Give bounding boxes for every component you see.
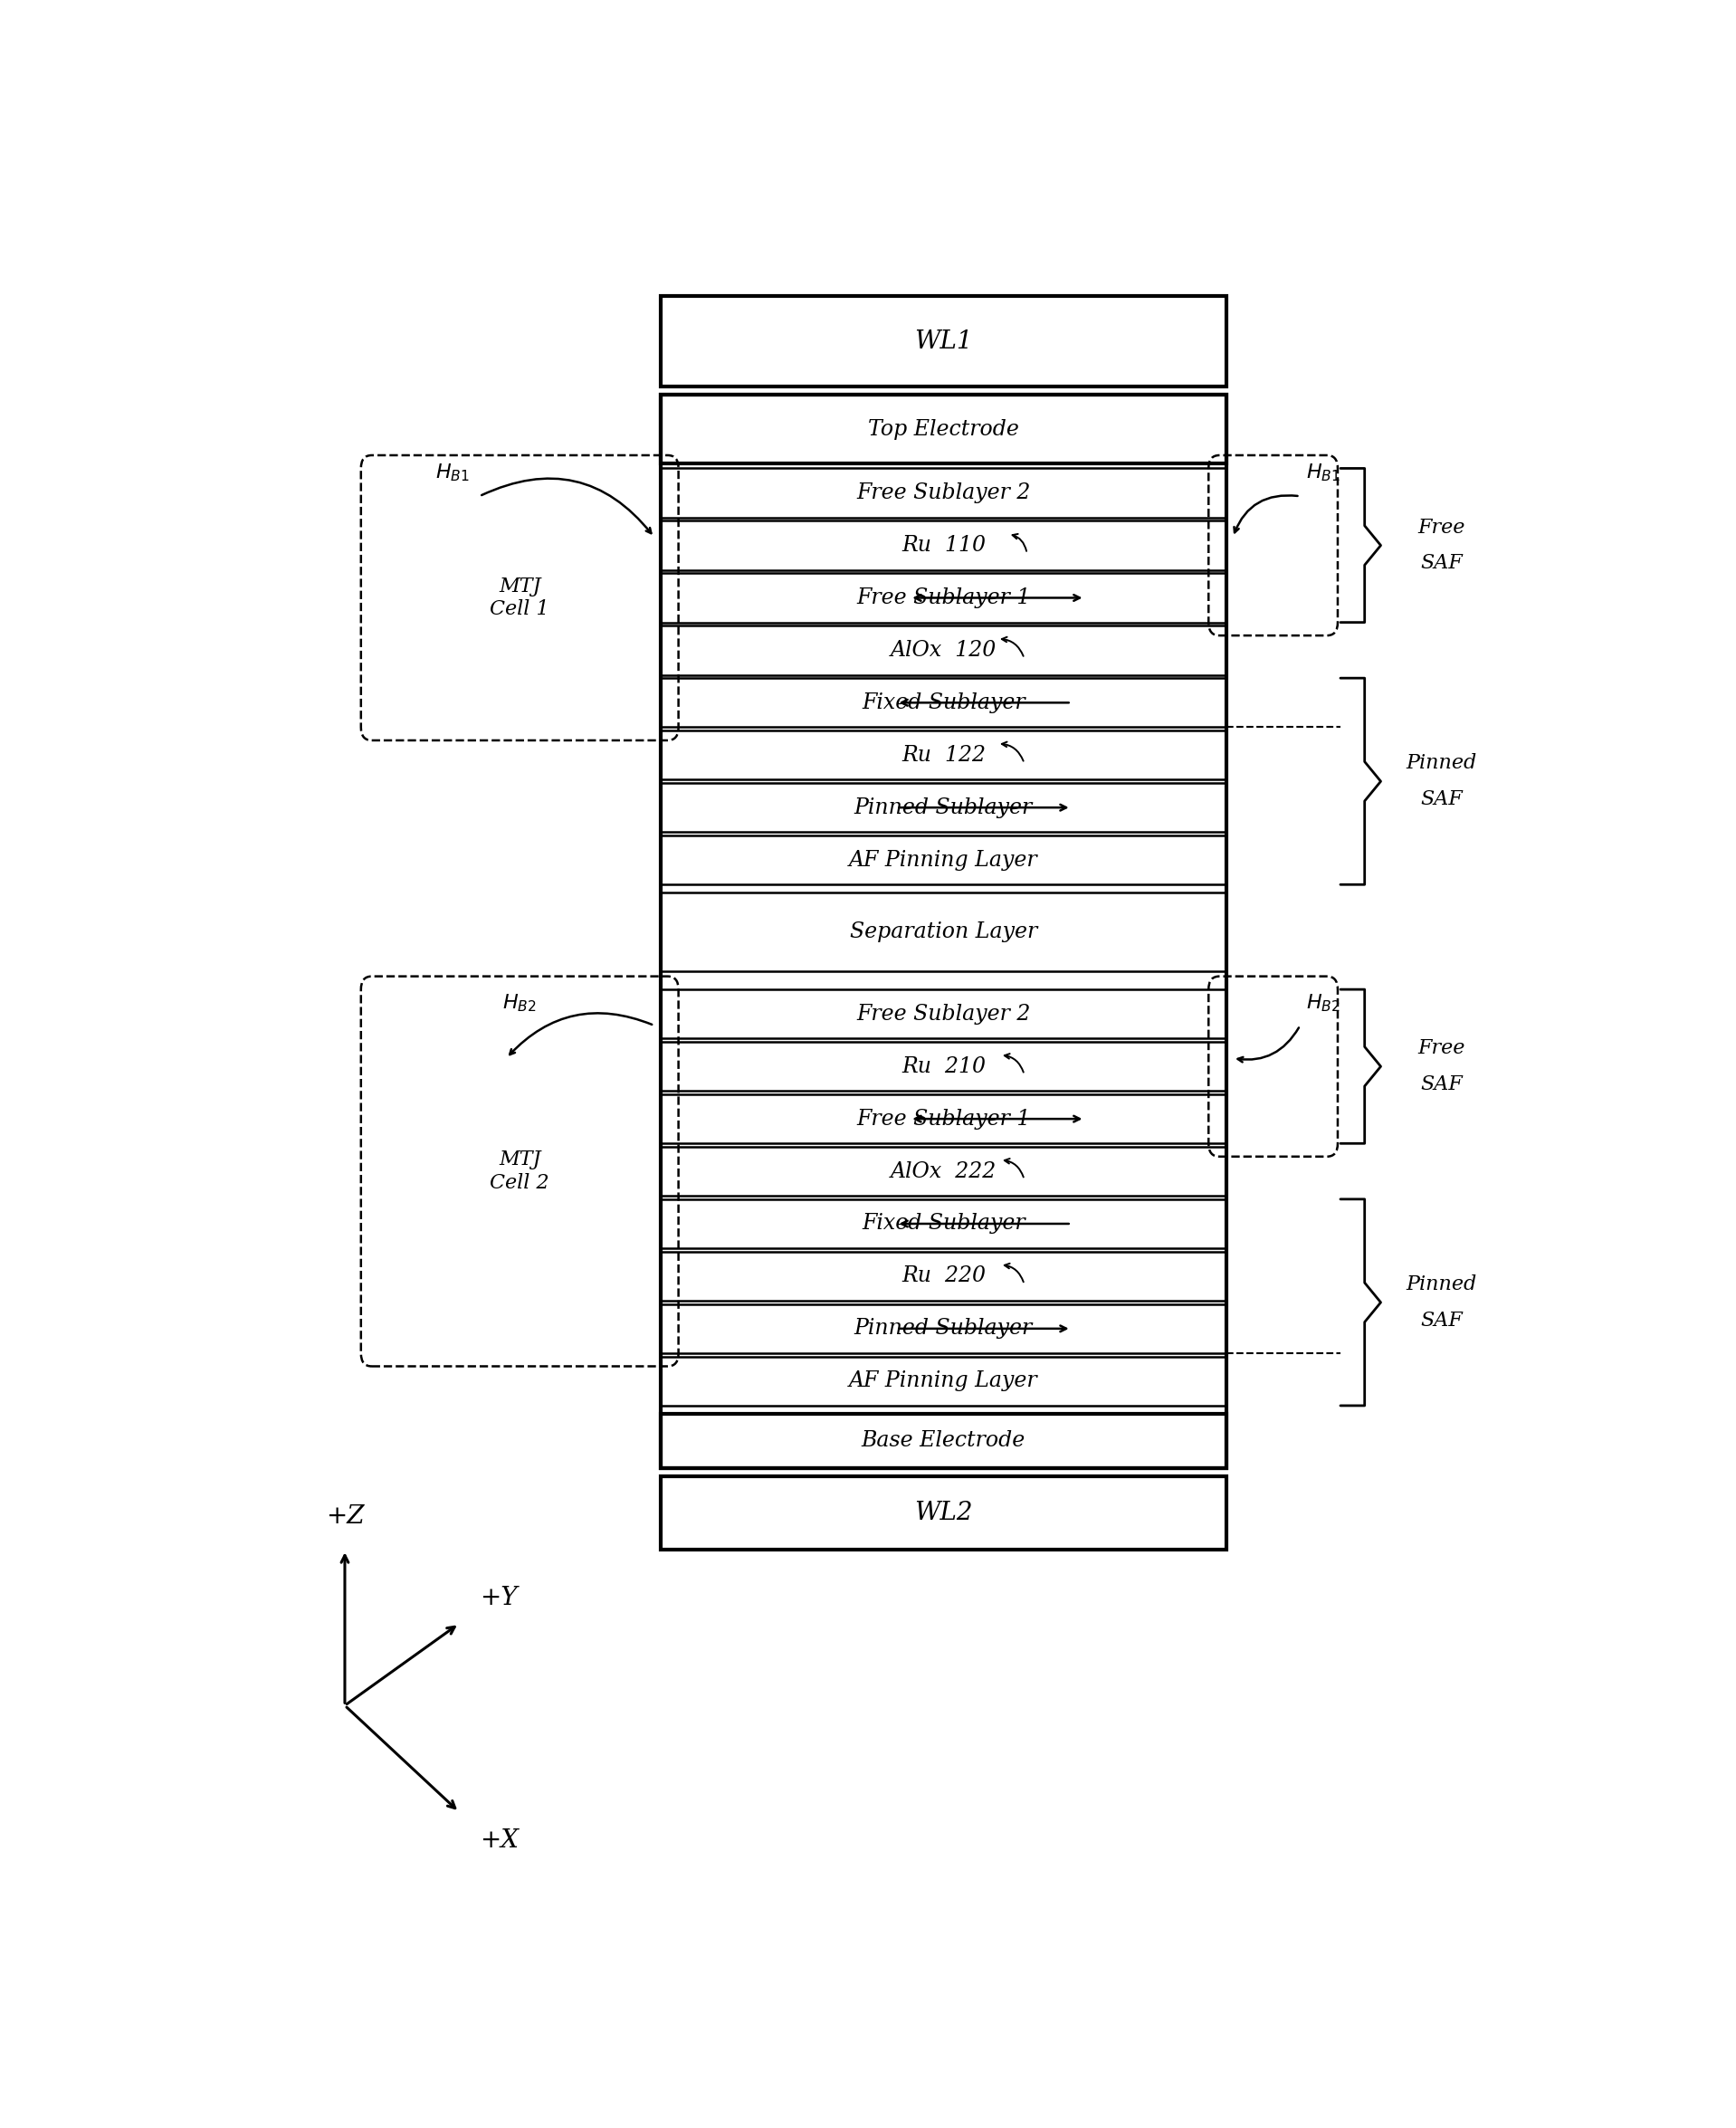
Text: AF Pinning Layer: AF Pinning Layer [849,849,1038,870]
Text: $H_{B1}$: $H_{B1}$ [436,462,469,483]
Bar [661,1304,1226,1353]
Text: SAF: SAF [1420,789,1462,809]
Text: $H_{B2}$: $H_{B2}$ [1305,992,1340,1015]
Bar [661,394,1226,464]
Text: Pinned: Pinned [1406,753,1477,772]
Text: Free: Free [1418,1038,1465,1058]
Bar [661,730,1226,779]
Bar [661,1477,1226,1549]
Text: Pinned Sublayer: Pinned Sublayer [854,798,1033,817]
Text: Free Sublayer 2: Free Sublayer 2 [856,1004,1031,1024]
Text: Separation Layer: Separation Layer [849,921,1038,943]
Text: Free Sublayer 1: Free Sublayer 1 [856,1109,1031,1130]
Bar [661,626,1226,675]
Text: SAF: SAF [1420,1075,1462,1094]
Text: SAF: SAF [1420,1311,1462,1330]
Bar [661,1200,1226,1249]
Text: Free: Free [1418,517,1465,536]
Text: WL1: WL1 [915,330,972,353]
Text: +Y: +Y [479,1585,517,1611]
Text: SAF: SAF [1420,553,1462,572]
Bar [661,679,1226,728]
Bar [661,1094,1226,1143]
Bar [661,394,1226,1468]
Text: +Z: +Z [326,1504,365,1528]
Bar [661,1356,1226,1407]
Text: $H_{B1}$: $H_{B1}$ [1305,462,1340,483]
Text: +X: +X [479,1828,519,1853]
Text: Fixed Sublayer: Fixed Sublayer [861,692,1026,713]
Bar [661,521,1226,570]
Text: $H_{B2}$: $H_{B2}$ [503,992,536,1015]
Text: AlOx  222: AlOx 222 [891,1162,996,1181]
Text: Fixed Sublayer: Fixed Sublayer [861,1213,1026,1234]
Text: Base Electrode: Base Electrode [861,1430,1026,1451]
Text: Free Sublayer 1: Free Sublayer 1 [856,587,1031,609]
Text: MTJ
Cell 2: MTJ Cell 2 [490,1149,549,1194]
Bar [661,1413,1226,1468]
Bar [661,1043,1226,1092]
Bar [661,572,1226,621]
Text: MTJ
Cell 1: MTJ Cell 1 [490,577,549,619]
Bar [661,990,1226,1038]
Bar [661,783,1226,832]
Text: Pinned Sublayer: Pinned Sublayer [854,1317,1033,1339]
Text: Ru  210: Ru 210 [901,1055,986,1077]
Bar [661,296,1226,387]
Bar [661,468,1226,517]
Text: WL2: WL2 [915,1500,972,1526]
Text: Ru  110: Ru 110 [901,534,986,555]
Bar [661,894,1226,970]
Text: Ru  122: Ru 122 [901,745,986,766]
Text: Free Sublayer 2: Free Sublayer 2 [856,483,1031,504]
Text: AF Pinning Layer: AF Pinning Layer [849,1370,1038,1392]
Text: Top Electrode: Top Electrode [868,419,1019,440]
Text: Pinned: Pinned [1406,1275,1477,1294]
Text: AlOx  120: AlOx 120 [891,641,996,660]
Bar [661,1147,1226,1196]
Text: Ru  220: Ru 220 [901,1266,986,1287]
Bar [661,1251,1226,1300]
Bar [661,836,1226,885]
